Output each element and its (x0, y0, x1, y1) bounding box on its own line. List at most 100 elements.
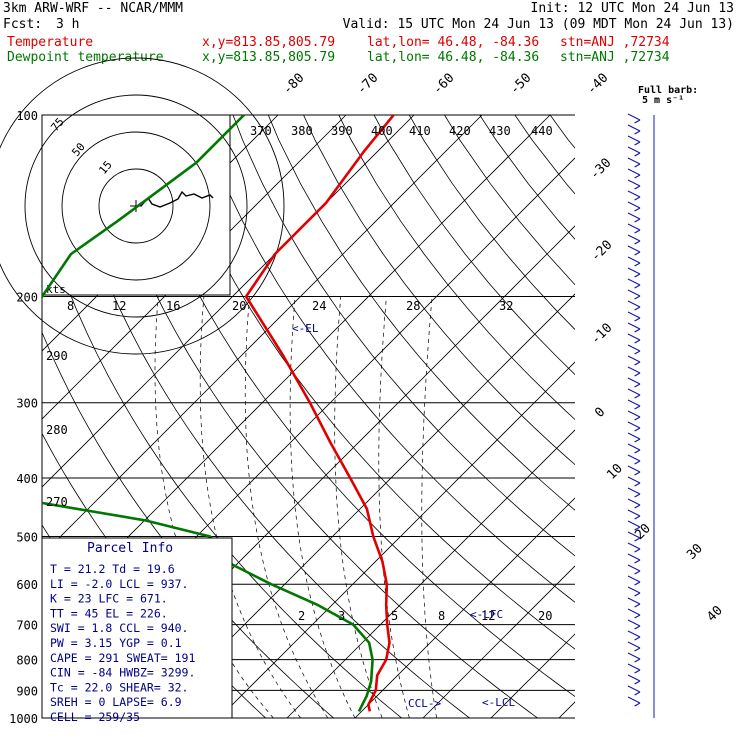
wind-barb (634, 603, 641, 608)
isotherm-label: -30 (587, 156, 614, 183)
pressure-label-700: 700 (16, 619, 38, 633)
init-time: Init: 12 UTC Mon 24 Jun 13 (530, 1, 735, 16)
wind-barb (634, 174, 641, 179)
isotherm-label: -50 (507, 71, 534, 98)
dewpoint-line (42, 115, 374, 712)
wind-barb-flag (627, 586, 641, 594)
wind-barb-flag (627, 289, 641, 297)
isotherm (422, 565, 575, 718)
wind-barb-flag (627, 168, 641, 176)
wind-barb-flag (627, 465, 641, 473)
dry-adiabat (0, 87, 4, 730)
wind-barb (634, 119, 641, 124)
wind-barb (634, 515, 641, 520)
wind-barb (634, 350, 641, 355)
wind-barb-flag (627, 421, 641, 429)
wind-barb-flag (627, 388, 641, 396)
wind-barb (634, 471, 641, 476)
wind-barb-flag (627, 608, 641, 616)
forecast-hour: 3 h (56, 17, 80, 32)
mixing-ratio-label: 28 (406, 299, 420, 313)
wind-barb-flag (627, 377, 641, 385)
isotherm-label: 10 (604, 461, 626, 483)
lfc-marker: <-LFC (470, 608, 503, 621)
hodograph-trace (140, 190, 214, 208)
wind-barb (634, 592, 641, 597)
theta-label: 420 (449, 124, 471, 138)
isotherm (490, 633, 575, 718)
mixing-ratio-label: 16 (166, 299, 180, 313)
isotherm-label: -20 (588, 238, 615, 265)
wind-barb-flag (627, 190, 641, 198)
wind-barb (634, 130, 641, 135)
dry-adiabat (564, 87, 740, 730)
parcel-info-row: CIN = -84 HWBZ= 3299. (50, 666, 195, 680)
wind-barb-flag (627, 542, 641, 550)
isotherm-label: -40 (584, 71, 611, 98)
mixing-ratio-label: 8 (438, 609, 445, 623)
theta-label: 440 (531, 124, 553, 138)
isotherm (150, 293, 575, 718)
wind-barb (634, 394, 641, 399)
wind-barb-flag (627, 564, 641, 572)
wind-barb (634, 361, 641, 366)
wind-barb-flag (627, 256, 641, 264)
wind-barb-flag (627, 355, 641, 363)
dewpoint-location: x,y=813.85,805.79 (202, 50, 336, 65)
wind-barb-flag (627, 135, 641, 143)
theta-label: 370 (250, 124, 272, 138)
mixing-ratio-label: 12 (481, 609, 495, 623)
dewpoint-station: stn=ANJ ,72734 (560, 50, 670, 65)
mixing-ratio-label: 5 (391, 609, 398, 623)
isotherm (42, 115, 551, 624)
wind-barb (634, 559, 641, 564)
barb-scale-label: Full barb: 5 m s⁻¹ (638, 85, 698, 106)
wind-barb (634, 284, 641, 289)
wind-barb (634, 306, 641, 311)
wind-barb-flag (627, 520, 641, 528)
wind-barb (634, 614, 641, 619)
wind-barb (634, 207, 641, 212)
pressure-label-300: 300 (16, 397, 38, 411)
parcel-info-row: CELL = 259/35 (50, 710, 140, 724)
hodograph-ring (0, 57, 285, 355)
hodograph-ring (24, 94, 248, 318)
wind-barb-flag (627, 443, 641, 451)
mixing-ratio-label: 8 (67, 299, 74, 313)
wind-barb (634, 372, 641, 377)
parcel-info-row: SWI = 1.8 CCL = 940. (50, 621, 188, 635)
wind-barb-flag (627, 685, 641, 693)
parcel-info-row: PW = 3.15 YGP = 0.1 (50, 636, 182, 650)
wind-barb-flag (627, 476, 641, 484)
theta-label: 400 (371, 124, 393, 138)
theta-label: 270 (46, 495, 68, 509)
theta-label: 280 (46, 423, 68, 437)
wind-barb-flag (627, 663, 641, 671)
wind-barb (634, 482, 641, 487)
wind-barb-flag (627, 212, 641, 220)
wind-barb (634, 152, 641, 157)
wind-barb (634, 658, 641, 663)
model-title: 3km ARW-WRF -- NCAR/MMM (3, 1, 184, 16)
temperature-location: x,y=813.85,805.79 (202, 35, 336, 50)
wind-barb (634, 493, 641, 498)
pressure-label-400: 400 (16, 472, 38, 486)
isotherm-label: -60 (430, 71, 457, 98)
theta-label: 380 (291, 124, 313, 138)
dry-adiabat (91, 115, 539, 718)
wind-barb (634, 669, 641, 674)
isotherm-label: 40 (704, 603, 726, 625)
wind-barb (634, 702, 641, 707)
wind-barb (634, 625, 641, 630)
wind-barb (634, 636, 641, 641)
wind-barb (634, 295, 641, 300)
pressure-label-500: 500 (16, 530, 38, 544)
wind-barb-flag (627, 619, 641, 627)
isotherm-label: -70 (354, 71, 381, 98)
wind-barb (634, 680, 641, 685)
wind-barb-flag (627, 498, 641, 506)
ccl-marker: CCL-> (408, 697, 441, 710)
wind-barb (634, 427, 641, 432)
wind-barb (634, 141, 641, 146)
wind-barb-flag (627, 575, 641, 583)
